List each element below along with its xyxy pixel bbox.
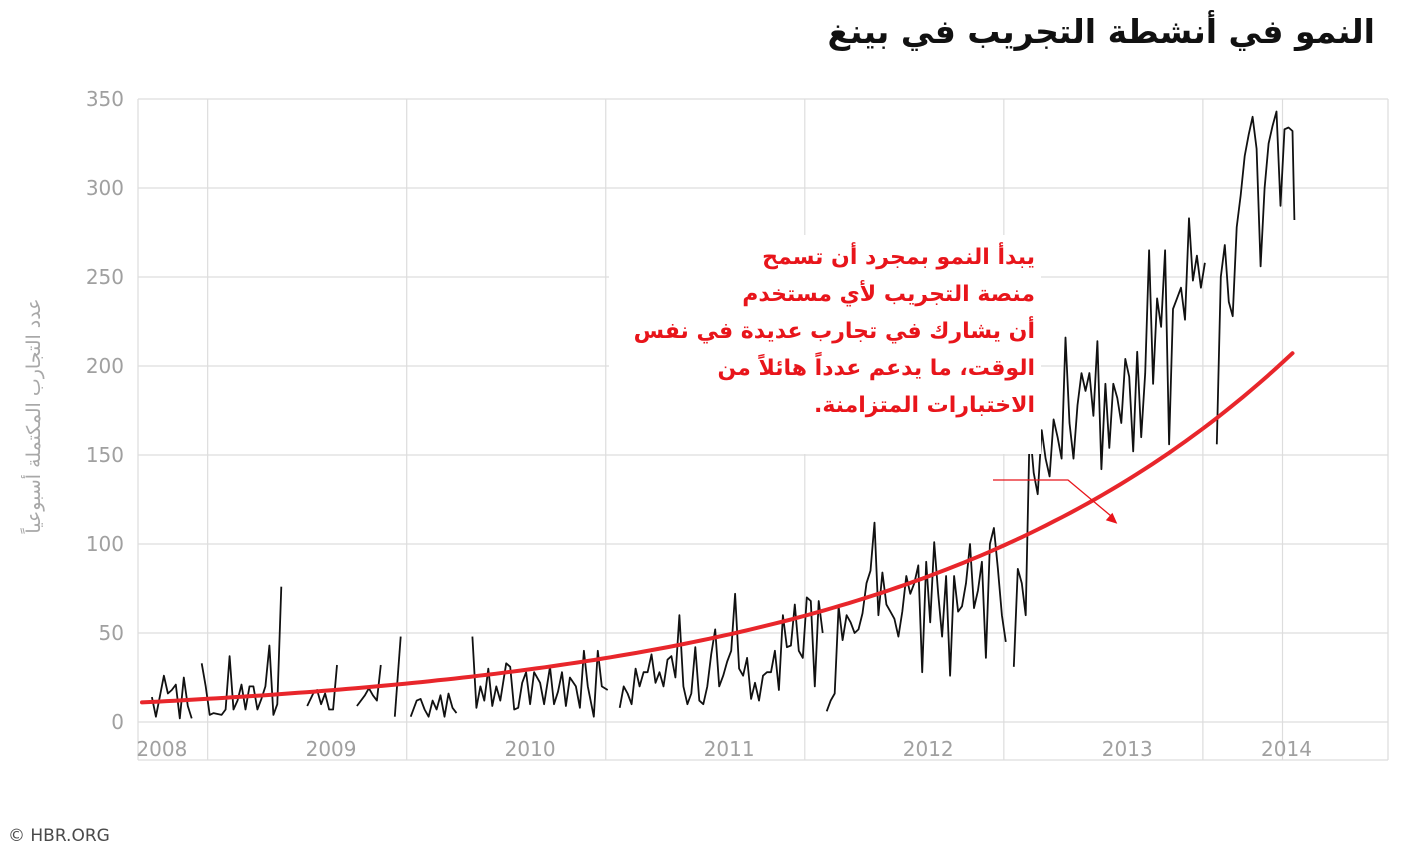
y-axis-label: عدد التجارب المكتملة أسبوعياً: [23, 298, 45, 534]
trend-curve-line: [140, 351, 1295, 705]
annotation-arrow-line: [993, 479, 1115, 520]
y-tick-labels: 0 50 100 150 200 250 300 350: [86, 87, 124, 734]
trend-curve: [140, 351, 1295, 705]
x-tick-label: 2014: [1261, 737, 1312, 761]
y-tick-label: 250: [86, 265, 124, 289]
y-tick-label: 150: [86, 443, 124, 467]
source-credit: © HBR.ORG: [8, 826, 110, 846]
x-tick-label: 2013: [1102, 737, 1153, 761]
weekly-series-line: [1012, 217, 1206, 667]
annotation-callout: يبدأ النمو بمجرد أن تسمح منصة التجريب لأ…: [609, 235, 1041, 454]
weekly-series-line: [1215, 110, 1296, 445]
x-tick-label: 2011: [704, 737, 755, 761]
annotation-arrow-head: [1105, 512, 1118, 524]
x-tick-label: 2012: [903, 737, 954, 761]
y-tick-label: 200: [86, 354, 124, 378]
chart-title: النمو في أنشطة التجريب في بينغ: [827, 12, 1375, 51]
annotation-line: منصة التجريب لأي مستخدم: [742, 282, 1035, 307]
weekly-series-line: [151, 674, 193, 720]
y-tick-label: 350: [86, 87, 124, 111]
x-tick-label: 2008: [136, 737, 187, 761]
annotation-line: أن يشارك في تجارب عديدة في نفس: [633, 319, 1035, 344]
y-tick-label: 0: [111, 710, 124, 734]
annotation-line: يبدأ النمو بمجرد أن تسمح: [762, 245, 1035, 270]
weekly-series-line: [393, 636, 402, 717]
y-tick-label: 50: [99, 621, 124, 645]
weekly-series-line: [471, 636, 609, 718]
x-tick-labels: 2008 2009 2010 2011 2012 2013 2014: [136, 737, 1312, 761]
annotation-arrow: [993, 479, 1118, 524]
x-tick-label: 2009: [306, 737, 357, 761]
weekly-series-line: [356, 664, 382, 707]
y-tick-label: 100: [86, 532, 124, 556]
weekly-series-line: [825, 521, 1007, 712]
weekly-series-line: [618, 592, 824, 708]
annotation-line: الوقت، ما يدعم عدداً هائلاً من: [717, 356, 1035, 381]
annotation-line: الاختبارات المتزامنة.: [813, 393, 1035, 418]
x-tick-label: 2010: [505, 737, 556, 761]
y-tick-label: 300: [86, 176, 124, 200]
weekly-series-line: [409, 692, 458, 718]
weekly-series-line: [306, 664, 338, 711]
